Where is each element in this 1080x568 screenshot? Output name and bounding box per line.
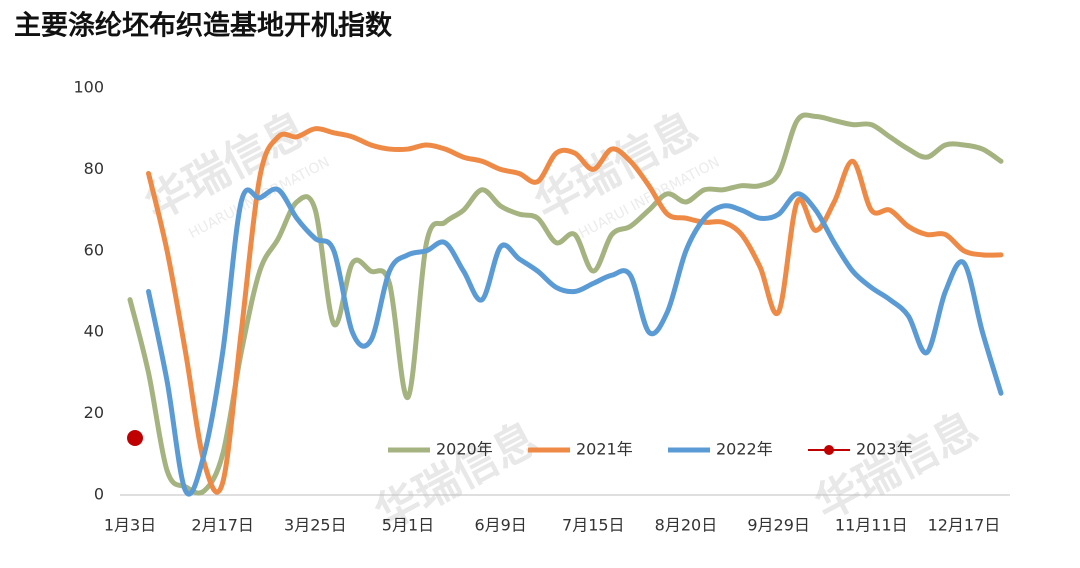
x-tick-label: 12月17日 [928,516,1001,535]
series-line [146,126,1004,495]
x-tick-label: 7月15日 [562,516,625,535]
x-tick-label: 9月29日 [747,516,810,535]
x-tick-label: 6月9日 [474,516,526,535]
y-tick-label: 20 [84,403,104,422]
watermark: 华瑞信息 [807,403,986,531]
x-tick-label: 8月20日 [655,516,718,535]
x-tick-label: 5月1日 [382,516,434,535]
series-line [146,186,1004,497]
series-marker [127,430,143,447]
x-tick-label: 3月25日 [284,516,347,535]
y-tick-label: 40 [84,322,104,341]
y-tick-label: 0 [94,485,104,504]
x-tick-label: 1月3日 [104,516,156,535]
legend-label: 2022年 [716,440,773,459]
x-tick-label: 2月17日 [191,516,254,535]
legend-marker [824,445,834,455]
series-line [127,112,1004,496]
legend-label: 2020年 [436,440,493,459]
chart-title: 主要涤纶坯布织造基地开机指数 [14,10,393,42]
x-tick-label: 11月11日 [835,516,908,535]
y-tick-label: 60 [84,240,104,259]
y-tick-label: 100 [73,78,104,97]
legend-label: 2023年 [856,440,913,459]
y-tick-label: 80 [84,159,104,178]
legend-label: 2021年 [576,440,633,459]
